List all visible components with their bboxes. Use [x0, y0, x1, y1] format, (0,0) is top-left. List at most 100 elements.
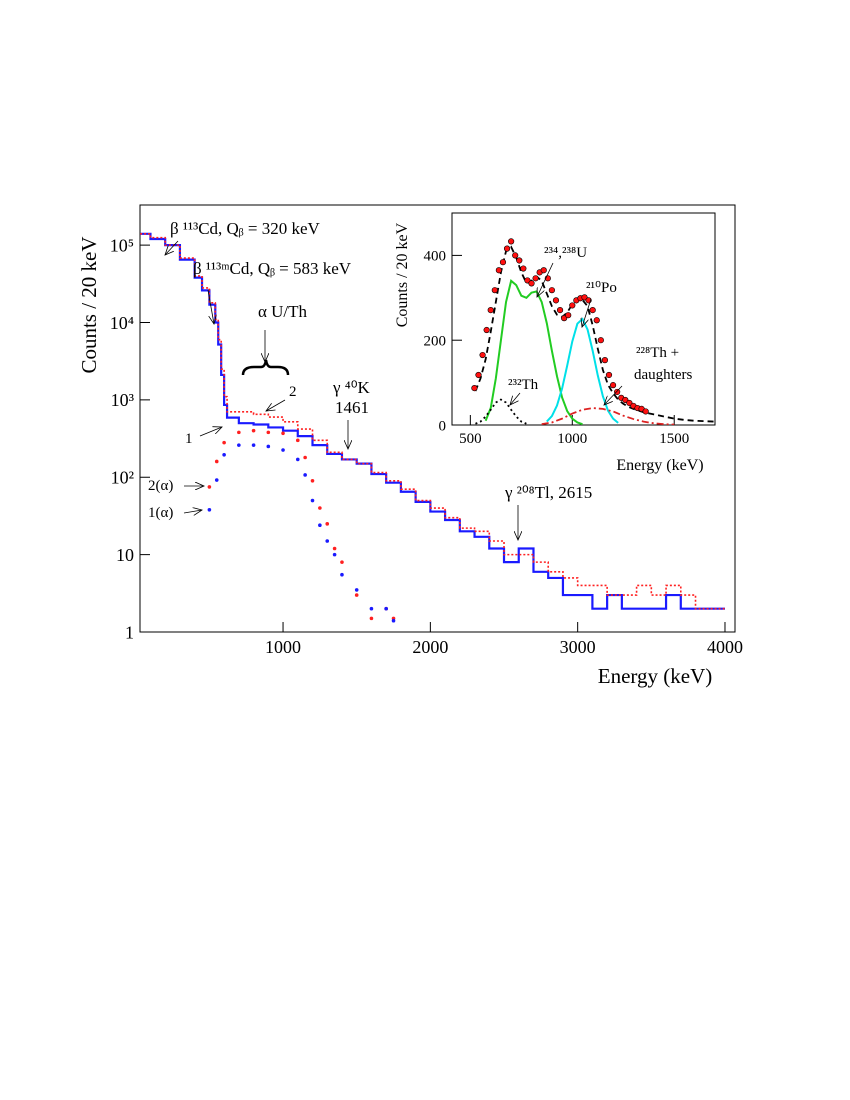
data-point — [251, 443, 256, 447]
y-axis-label: Counts / 20 keV — [394, 222, 411, 327]
y-tick-label: 10⁴ — [110, 313, 134, 333]
data-point — [516, 257, 523, 264]
curve-label: ²³²Th — [508, 377, 539, 393]
fit-curve — [484, 279, 583, 425]
data-point — [479, 351, 486, 359]
data-point — [495, 267, 502, 274]
data-point — [354, 593, 359, 597]
x-axis-label: Energy (keV) — [616, 457, 703, 474]
data-point — [237, 430, 241, 435]
inset-plot: 500 1000 1500 0 200 400 Energy (keV) Counts / 2… — [394, 212, 716, 474]
data-point — [303, 455, 307, 460]
annotation: γ ²⁰⁸Tl, 2615 — [504, 483, 592, 502]
x-tick-label: 4000 — [707, 637, 743, 657]
y-tick-label: 10 — [116, 545, 134, 565]
fit-curve — [541, 407, 675, 425]
data-point — [508, 238, 515, 245]
data-point — [214, 459, 219, 464]
data-point — [548, 287, 555, 294]
data-point — [601, 357, 609, 364]
x-tick-label: 1000 — [265, 637, 301, 657]
annotation: α U/Th — [258, 302, 308, 321]
data-point — [332, 552, 337, 557]
data-point — [512, 252, 519, 259]
data-point — [524, 277, 531, 284]
data-point — [222, 440, 226, 445]
arrow — [266, 399, 286, 411]
data-point — [332, 546, 337, 551]
y-tick-label: 10⁵ — [110, 235, 134, 255]
data-point — [483, 326, 490, 334]
fit-curve — [475, 398, 527, 425]
y-tick-label: 10³ — [111, 390, 135, 410]
annotation: β ¹¹³ᵐCd, Qᵦ = 583 keV — [193, 259, 352, 278]
data-point — [622, 396, 629, 404]
arrow — [207, 289, 214, 324]
data-point — [281, 448, 285, 452]
data-point — [266, 444, 271, 449]
annotation: 1461 — [335, 398, 369, 417]
x-tick-label: 500 — [459, 431, 482, 447]
arrow — [199, 427, 222, 437]
arrow — [165, 240, 179, 255]
data-point — [626, 399, 633, 407]
data-point — [325, 539, 330, 543]
curve-label: ²¹⁰Po — [586, 280, 617, 296]
data-point — [642, 408, 649, 415]
data-point — [318, 523, 322, 528]
data-point — [369, 606, 374, 611]
curve-label: ²²⁸Th + — [636, 345, 679, 361]
data-point — [503, 245, 511, 252]
data-point — [340, 560, 344, 564]
brace — [241, 359, 290, 376]
data-point — [310, 498, 315, 503]
y-axis-label: Counts / 20 keV — [77, 236, 101, 373]
x-tick-label: 1000 — [557, 431, 587, 447]
data-point — [593, 317, 600, 324]
data-point — [354, 588, 359, 592]
data-point — [520, 265, 527, 272]
data-point — [471, 385, 478, 392]
arrow — [604, 385, 623, 405]
series-label: 1 — [185, 431, 193, 447]
data-point — [589, 306, 596, 314]
data-point — [556, 306, 564, 314]
series-label: 2 — [289, 384, 297, 400]
data-point — [540, 267, 547, 274]
annotation: γ ⁴⁰K — [332, 378, 371, 397]
data-point — [214, 478, 219, 482]
y-tick-label: 200 — [424, 333, 447, 349]
data-point — [207, 485, 212, 489]
y-tick-label: 0 — [439, 418, 447, 434]
x-tick-label: 2000 — [412, 637, 448, 657]
data-point — [597, 337, 604, 344]
data-point — [251, 428, 256, 433]
data-point — [237, 443, 241, 447]
data-point — [310, 478, 315, 483]
data-point — [565, 312, 572, 319]
arrow — [510, 392, 521, 405]
arrow — [582, 298, 592, 327]
annotation: β ¹¹³Cd, Qᵦ = 320 keV — [170, 219, 320, 238]
arrow — [183, 510, 202, 513]
data-point — [569, 302, 576, 309]
data-point — [491, 287, 498, 294]
data-point — [281, 431, 285, 436]
data-point — [609, 382, 617, 389]
data-point — [303, 473, 307, 477]
data-point — [487, 306, 494, 314]
data-point — [295, 438, 300, 443]
curve-label: ²³⁴,²³⁸U — [544, 245, 587, 261]
data-point — [391, 618, 396, 623]
data-point — [318, 506, 322, 510]
data-point — [528, 280, 535, 287]
x-axis-label: Energy (keV) — [598, 664, 713, 688]
data-point — [340, 572, 344, 577]
data-point — [384, 606, 388, 611]
data-point — [532, 275, 539, 282]
y-tick-label: 1 — [125, 622, 134, 642]
data-point — [266, 430, 271, 435]
y-tick-label: 10² — [111, 468, 134, 488]
data-point — [207, 507, 212, 512]
